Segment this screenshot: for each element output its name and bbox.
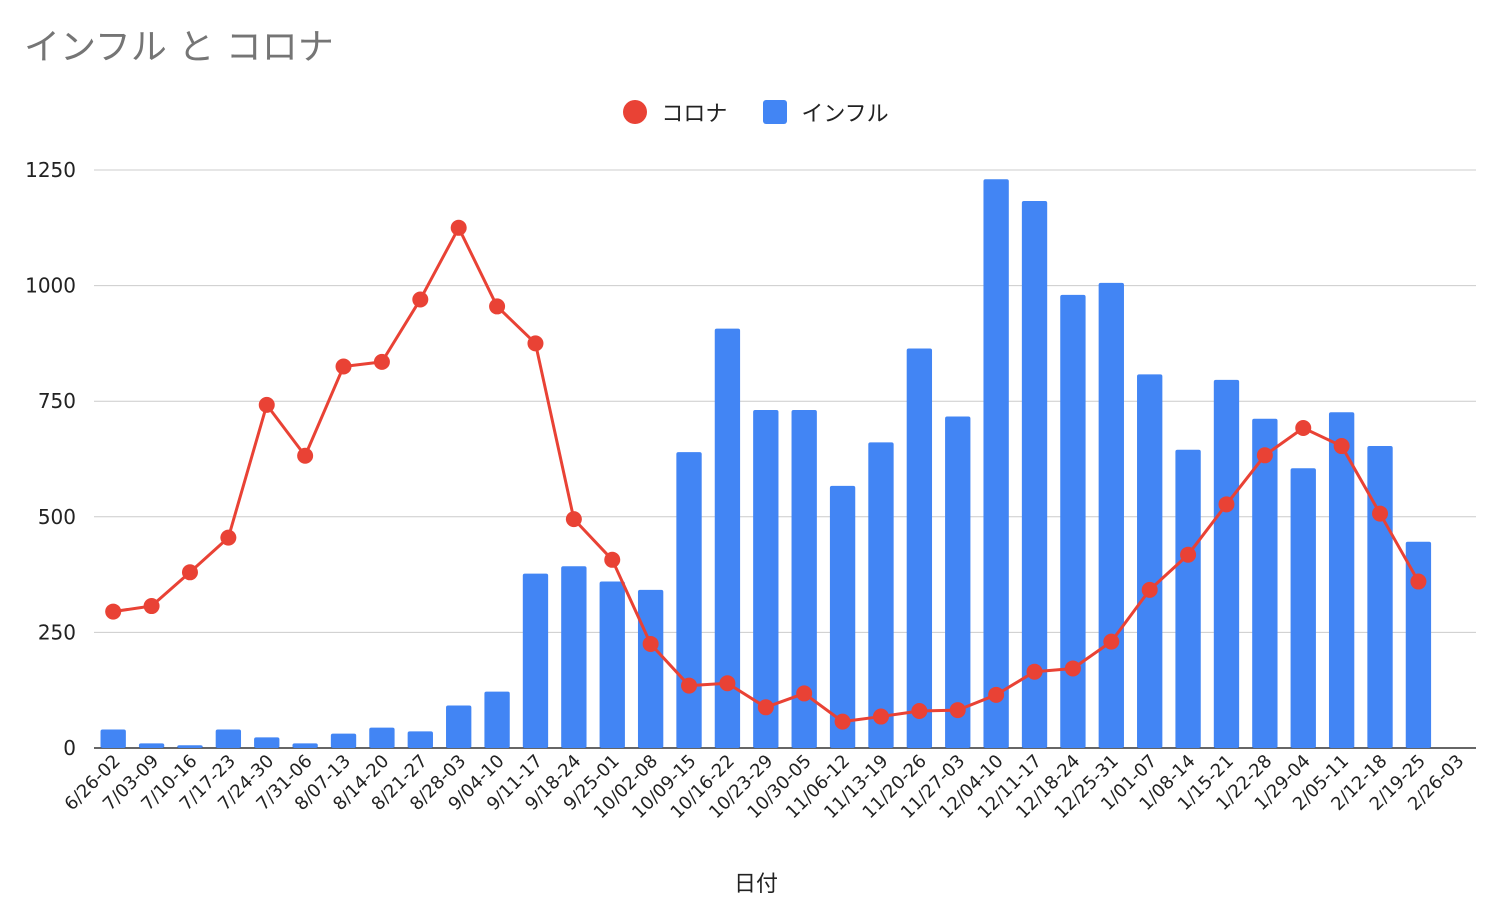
bar-influenza[interactable] <box>522 573 549 748</box>
bar-influenza[interactable] <box>1021 200 1048 748</box>
bar-influenza[interactable] <box>676 452 702 748</box>
point-corona[interactable] <box>1026 663 1043 680</box>
y-tick-label: 750 <box>38 389 76 413</box>
x-axis-label: 日付 <box>733 872 778 897</box>
point-corona[interactable] <box>297 447 314 464</box>
point-corona[interactable] <box>450 219 467 236</box>
point-corona[interactable] <box>796 685 813 702</box>
point-corona[interactable] <box>335 358 352 375</box>
y-tick-label: 1000 <box>25 274 76 298</box>
bar-influenza[interactable] <box>829 485 856 748</box>
point-corona[interactable] <box>1103 633 1120 650</box>
chart-title: インフル と コロナ <box>24 27 334 68</box>
bar-influenza[interactable] <box>599 581 625 748</box>
point-corona[interactable] <box>143 598 160 615</box>
point-corona[interactable] <box>373 353 390 370</box>
chart-legend: コロナ インフル <box>0 96 1512 128</box>
bar-influenza[interactable] <box>254 737 280 748</box>
bar-influenza[interactable] <box>484 691 510 748</box>
bar-influenza[interactable] <box>714 328 741 748</box>
bar-influenza[interactable] <box>1213 379 1240 748</box>
point-corona[interactable] <box>1064 660 1081 677</box>
point-corona[interactable] <box>105 603 122 620</box>
legend-label-corona: コロナ <box>661 102 728 127</box>
bar-influenza[interactable] <box>637 589 664 748</box>
point-corona[interactable] <box>642 635 659 652</box>
bar-influenza[interactable] <box>1098 282 1124 748</box>
point-corona[interactable] <box>911 703 928 720</box>
point-corona[interactable] <box>527 335 544 352</box>
bar-influenza[interactable] <box>1175 449 1201 748</box>
point-corona[interactable] <box>1295 420 1312 437</box>
point-corona[interactable] <box>1333 438 1350 455</box>
bar-influenza[interactable] <box>868 442 894 748</box>
bar-influenza[interactable] <box>100 729 126 748</box>
bar-influenza[interactable] <box>561 566 587 748</box>
legend-label-influenza: インフル <box>801 102 889 127</box>
bar-influenza[interactable] <box>1367 446 1393 748</box>
point-corona[interactable] <box>258 396 275 413</box>
point-corona[interactable] <box>1141 581 1158 598</box>
point-corona[interactable] <box>1180 546 1197 563</box>
point-corona[interactable] <box>949 702 966 719</box>
y-tick-label: 1250 <box>25 158 76 182</box>
point-corona[interactable] <box>681 677 698 694</box>
y-tick-label: 250 <box>38 620 76 644</box>
point-corona[interactable] <box>1410 573 1427 590</box>
bar-influenza[interactable] <box>791 409 817 748</box>
point-corona[interactable] <box>489 298 506 315</box>
bar-influenza[interactable] <box>945 416 971 748</box>
point-corona[interactable] <box>565 511 582 528</box>
bar-influenza[interactable] <box>177 745 203 748</box>
point-corona[interactable] <box>872 708 889 725</box>
point-corona[interactable] <box>1372 505 1389 522</box>
bar-influenza[interactable] <box>369 727 395 748</box>
legend-square-icon <box>763 100 788 124</box>
bar-influenza[interactable] <box>753 409 779 748</box>
bar-influenza[interactable] <box>330 733 357 748</box>
point-corona[interactable] <box>719 675 736 692</box>
bar-influenza[interactable] <box>1137 374 1163 748</box>
legend-item-influenza[interactable]: インフル <box>763 96 889 128</box>
bar-influenza[interactable] <box>292 743 318 748</box>
y-tick-label: 500 <box>38 505 76 529</box>
bar-influenza[interactable] <box>1290 468 1316 748</box>
bar-influenza[interactable] <box>906 348 933 748</box>
point-corona[interactable] <box>1256 447 1273 464</box>
bar-influenza[interactable] <box>407 731 433 748</box>
point-corona[interactable] <box>412 291 429 308</box>
bar-influenza[interactable] <box>983 179 1009 749</box>
point-corona[interactable] <box>834 713 851 730</box>
point-corona[interactable] <box>604 551 621 568</box>
point-corona[interactable] <box>988 686 1005 703</box>
bar-influenza[interactable] <box>215 729 242 748</box>
bar-influenza[interactable] <box>138 743 165 748</box>
bar-influenza[interactable] <box>446 705 472 748</box>
bar-influenza[interactable] <box>1328 412 1355 748</box>
point-corona[interactable] <box>220 529 237 546</box>
legend-dot-icon <box>623 100 648 124</box>
bar-influenza[interactable] <box>1405 541 1432 748</box>
bar-influenza[interactable] <box>1252 418 1278 748</box>
legend-item-corona[interactable]: コロナ <box>623 96 727 128</box>
bar-influenza[interactable] <box>1060 294 1086 748</box>
point-corona[interactable] <box>1218 496 1235 513</box>
point-corona[interactable] <box>757 699 774 716</box>
y-tick-label: 0 <box>63 736 76 760</box>
point-corona[interactable] <box>181 564 198 581</box>
